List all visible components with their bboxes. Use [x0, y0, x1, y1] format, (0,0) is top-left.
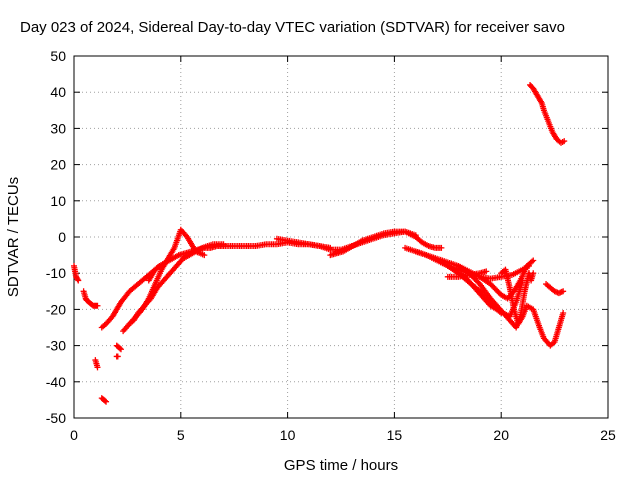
chart-title: Day 023 of 2024, Sidereal Day-to-day VTE… [20, 19, 565, 36]
data-point [74, 276, 81, 283]
data-point [412, 232, 419, 239]
y-tick-label: 50 [50, 48, 66, 64]
series-arc-13 [359, 228, 419, 244]
data-point [561, 138, 568, 145]
y-tick-label: -20 [46, 301, 66, 317]
data-point [483, 268, 490, 275]
series-arc-1 [71, 262, 82, 284]
y-tick-label: 0 [58, 229, 66, 245]
data-point [75, 277, 82, 284]
data-point [560, 310, 567, 317]
data-point [94, 302, 101, 309]
data-point [156, 262, 163, 269]
data-point [94, 364, 101, 371]
series-arc-9 [126, 241, 227, 327]
y-tick-label: -30 [46, 338, 66, 354]
y-tick-label: -10 [46, 265, 66, 281]
x-axis-label: GPS time / hours [284, 457, 398, 474]
series-arc-6 [113, 342, 124, 353]
data-point [117, 346, 124, 353]
data-point [528, 258, 535, 265]
data-point [220, 241, 227, 248]
y-tick-label: -40 [46, 374, 66, 390]
series-arc-19 [455, 262, 532, 331]
series-arc-20 [498, 266, 567, 349]
y-tick-label: 30 [50, 120, 66, 136]
y-tick-label: 10 [50, 193, 66, 209]
x-tick-label: 5 [177, 427, 185, 443]
data-point [530, 270, 537, 277]
x-tick-label: 0 [70, 427, 78, 443]
series-arc-10 [145, 262, 163, 284]
y-tick-label: 20 [50, 157, 66, 173]
data-point [525, 262, 532, 269]
data-point [103, 398, 110, 405]
series-arc-22 [543, 281, 567, 297]
y-tick-label: 40 [50, 84, 66, 100]
data-points [71, 81, 568, 405]
series-arc-21 [525, 270, 537, 284]
x-tick-label: 15 [387, 427, 403, 443]
data-point [101, 397, 108, 404]
data-point [560, 288, 567, 295]
y-tick-label: -50 [46, 410, 66, 426]
series-arc-7 [113, 353, 121, 360]
x-tick-label: 25 [600, 427, 616, 443]
data-point [530, 257, 537, 264]
axis-ticks: 0 5 10 15 20 25 -50 -40 -30 -20 -10 0 10 20 30 40 50 [46, 48, 616, 443]
series-arc-23 [527, 81, 568, 146]
series-arc-3 [92, 357, 101, 371]
data-point [116, 345, 123, 352]
data-point [114, 353, 121, 360]
data-point [201, 252, 208, 259]
series-arc-2 [80, 288, 101, 309]
data-point [438, 244, 445, 251]
x-tick-label: 20 [493, 427, 509, 443]
y-axis-label: SDTVAR / TECUs [5, 177, 22, 297]
x-tick-label: 10 [280, 427, 296, 443]
series-arc-4 [98, 395, 110, 405]
